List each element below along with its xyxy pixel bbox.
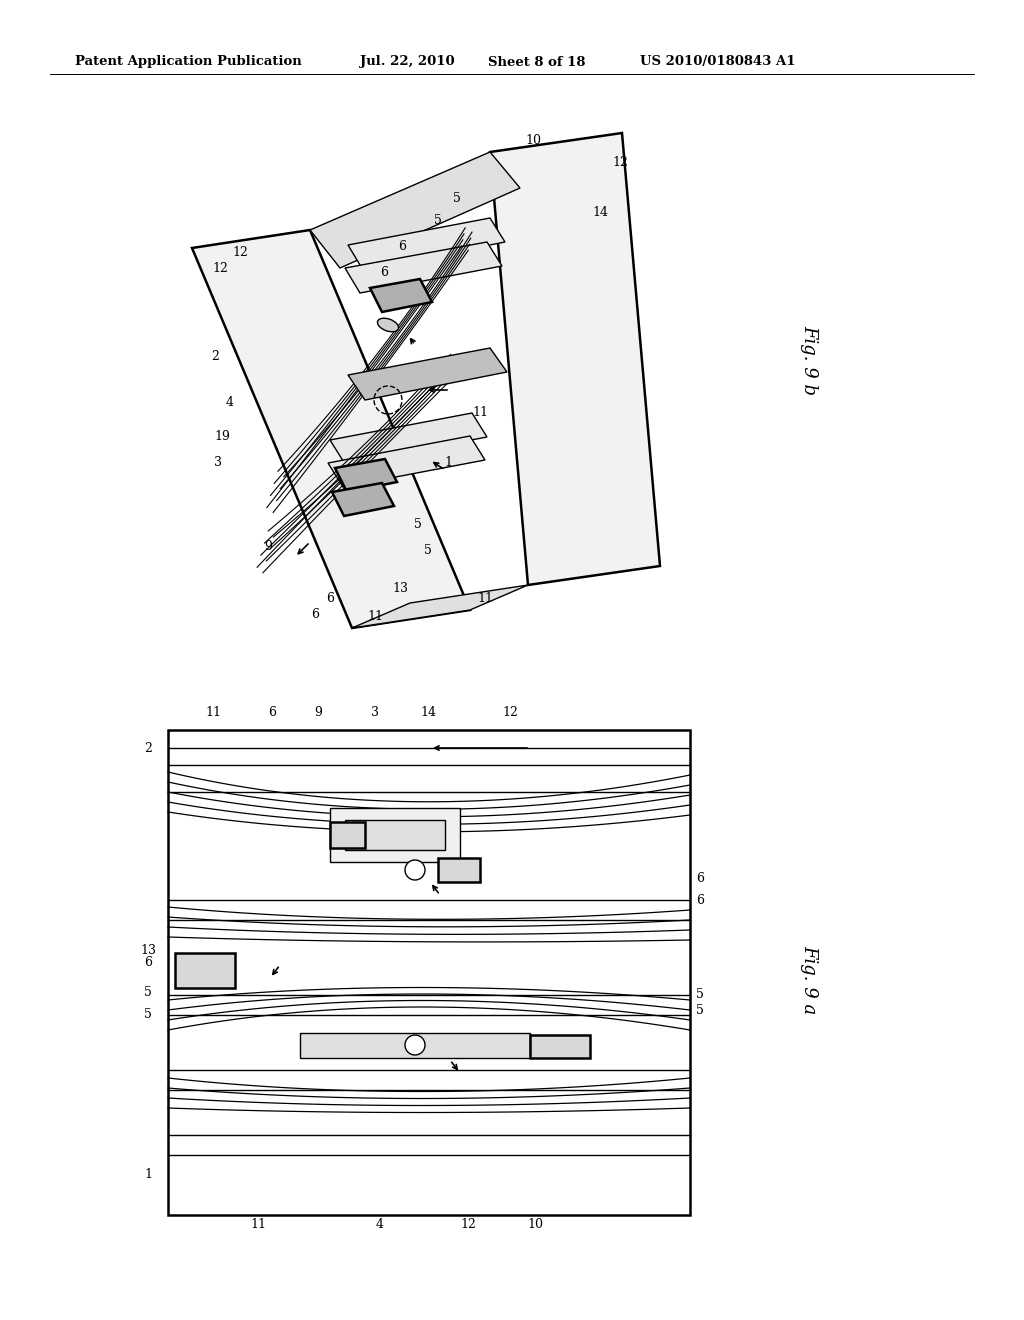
Text: 5: 5 bbox=[453, 191, 461, 205]
Text: 12: 12 bbox=[212, 261, 228, 275]
Text: 5: 5 bbox=[414, 519, 422, 532]
Text: 10: 10 bbox=[527, 1218, 543, 1232]
Polygon shape bbox=[193, 230, 470, 628]
Polygon shape bbox=[330, 413, 487, 465]
Polygon shape bbox=[345, 820, 445, 850]
Polygon shape bbox=[168, 730, 690, 1214]
Text: 12: 12 bbox=[460, 1218, 476, 1232]
Polygon shape bbox=[332, 483, 394, 516]
Text: 6: 6 bbox=[311, 609, 319, 622]
Polygon shape bbox=[300, 1034, 530, 1059]
Ellipse shape bbox=[378, 318, 398, 331]
Text: 9: 9 bbox=[264, 540, 272, 553]
Text: 5: 5 bbox=[696, 1003, 703, 1016]
Polygon shape bbox=[175, 953, 234, 987]
Text: 13: 13 bbox=[392, 582, 408, 594]
Text: Fig. 9 a: Fig. 9 a bbox=[800, 945, 818, 1015]
Text: 5: 5 bbox=[434, 214, 442, 227]
Text: 5: 5 bbox=[144, 986, 152, 999]
Text: 13: 13 bbox=[140, 944, 156, 957]
Text: 11: 11 bbox=[250, 1218, 266, 1232]
Polygon shape bbox=[530, 1035, 590, 1059]
Polygon shape bbox=[345, 242, 502, 293]
Text: 10: 10 bbox=[525, 133, 541, 147]
Polygon shape bbox=[348, 348, 507, 400]
Text: 14: 14 bbox=[420, 705, 436, 718]
Text: US 2010/0180843 A1: US 2010/0180843 A1 bbox=[640, 55, 796, 69]
Polygon shape bbox=[310, 152, 520, 268]
Text: Sheet 8 of 18: Sheet 8 of 18 bbox=[488, 55, 586, 69]
Text: 9: 9 bbox=[314, 705, 322, 718]
Text: 12: 12 bbox=[612, 156, 628, 169]
Text: 4: 4 bbox=[226, 396, 234, 409]
Text: 6: 6 bbox=[326, 591, 334, 605]
Polygon shape bbox=[328, 436, 485, 487]
Text: 6: 6 bbox=[268, 705, 276, 718]
Text: 12: 12 bbox=[232, 247, 248, 260]
Text: 3: 3 bbox=[214, 455, 222, 469]
Text: 19: 19 bbox=[214, 430, 230, 444]
Text: 1: 1 bbox=[444, 455, 452, 469]
Polygon shape bbox=[352, 585, 528, 628]
Text: 3: 3 bbox=[371, 705, 379, 718]
Polygon shape bbox=[438, 858, 480, 882]
Polygon shape bbox=[370, 279, 432, 312]
Circle shape bbox=[406, 861, 425, 880]
Text: 4: 4 bbox=[376, 1218, 384, 1232]
Text: Patent Application Publication: Patent Application Publication bbox=[75, 55, 302, 69]
Text: 5: 5 bbox=[424, 544, 432, 557]
Text: 6: 6 bbox=[398, 240, 406, 253]
Text: 12: 12 bbox=[502, 705, 518, 718]
Text: 11: 11 bbox=[205, 705, 221, 718]
Polygon shape bbox=[330, 808, 460, 862]
Text: 6: 6 bbox=[696, 871, 705, 884]
Text: 6: 6 bbox=[696, 894, 705, 907]
Circle shape bbox=[406, 1035, 425, 1055]
Text: 1: 1 bbox=[144, 1168, 152, 1181]
Text: 11: 11 bbox=[477, 591, 493, 605]
Text: 6: 6 bbox=[144, 956, 152, 969]
Text: 5: 5 bbox=[144, 1008, 152, 1022]
Text: 2: 2 bbox=[211, 351, 219, 363]
Polygon shape bbox=[330, 822, 365, 847]
Text: 11: 11 bbox=[367, 610, 383, 623]
Text: 5: 5 bbox=[696, 989, 703, 1002]
Text: 2: 2 bbox=[144, 742, 152, 755]
Text: 14: 14 bbox=[592, 206, 608, 219]
Text: 11: 11 bbox=[472, 405, 488, 418]
Text: Jul. 22, 2010: Jul. 22, 2010 bbox=[360, 55, 455, 69]
Text: Fig. 9 b: Fig. 9 b bbox=[800, 325, 818, 395]
Text: 6: 6 bbox=[380, 265, 388, 279]
Polygon shape bbox=[348, 218, 505, 271]
Polygon shape bbox=[335, 459, 397, 492]
Polygon shape bbox=[490, 133, 660, 585]
